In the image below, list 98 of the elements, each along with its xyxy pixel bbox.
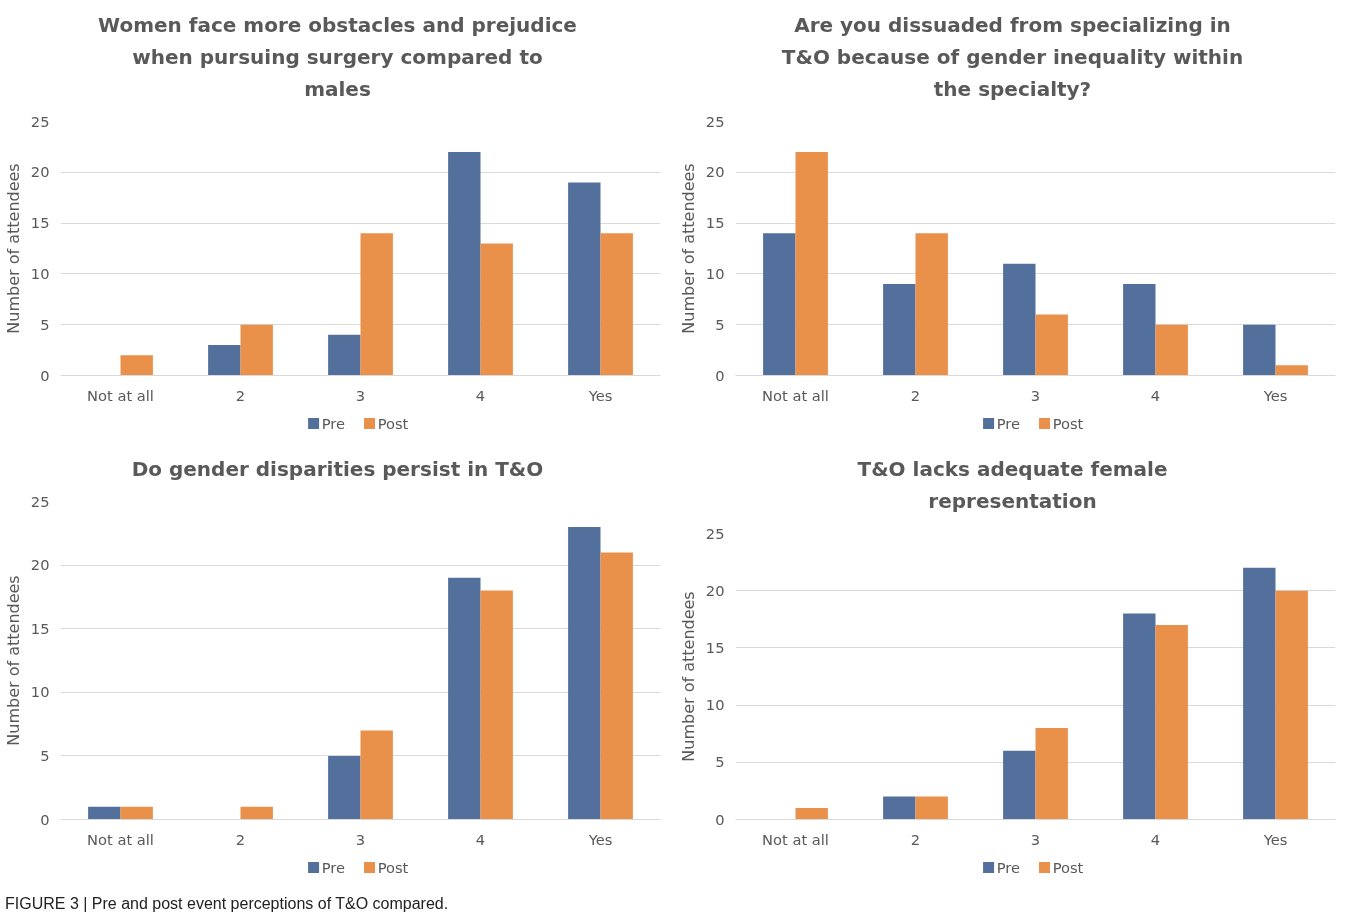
bar	[1003, 263, 1036, 376]
x-tick-label: 4	[475, 386, 486, 404]
y-tick-label: 10	[705, 264, 725, 282]
x-tick-label: 4	[475, 830, 486, 848]
y-tick-label: 0	[715, 810, 725, 828]
x-tick-label: Yes	[587, 386, 613, 404]
x-tick-label: 2	[235, 830, 246, 848]
bar	[360, 730, 393, 820]
bar	[120, 806, 153, 820]
bar	[1155, 625, 1188, 820]
bar	[1243, 567, 1276, 820]
x-tick-label: 3	[1030, 830, 1041, 848]
y-tick-label: 15	[705, 638, 725, 656]
bar	[328, 334, 361, 376]
chart-title: Women face more obstacles and prejudice when pursuing surgery compared to males	[97, 12, 578, 103]
y-tick-label: 20	[705, 163, 725, 181]
x-tick-label: Not at all	[762, 386, 829, 404]
y-tick-label: 0	[40, 810, 50, 828]
legend-label: Post	[1052, 859, 1084, 876]
bar	[240, 806, 273, 820]
y-tick-label: 20	[30, 163, 50, 181]
x-tick-label: Yes	[1262, 386, 1288, 404]
bar	[480, 243, 513, 376]
legend-label: Post	[377, 415, 409, 432]
y-tick-label: 5	[715, 753, 725, 771]
bar	[1123, 613, 1156, 820]
y-axis-title: Number of attendees	[678, 591, 698, 762]
bar	[240, 324, 273, 376]
bar	[915, 796, 948, 820]
bar	[88, 806, 121, 820]
y-tick-label: 20	[705, 581, 725, 599]
x-tick-label: Yes	[587, 830, 613, 848]
x-tick-label: 3	[355, 830, 366, 848]
bar	[883, 284, 916, 376]
y-axis-title: Number of attendees	[678, 163, 698, 334]
y-tick-label: 25	[705, 112, 725, 130]
bar	[763, 233, 796, 376]
bar	[795, 151, 828, 376]
x-tick-label: 4	[1150, 386, 1161, 404]
x-tick-label: Not at all	[762, 830, 829, 848]
legend-label: Pre	[321, 859, 346, 876]
bar	[795, 808, 828, 820]
x-tick-label: 3	[355, 386, 366, 404]
y-tick-label: 5	[40, 315, 50, 333]
y-tick-label: 15	[30, 214, 50, 232]
bar	[328, 755, 361, 820]
chart-title: Do gender disparities persist in T&O	[130, 456, 545, 483]
bar	[1035, 314, 1068, 376]
legend-label: Post	[377, 859, 409, 876]
y-tick-label: 25	[705, 524, 725, 542]
bar	[208, 345, 241, 376]
bar	[883, 796, 916, 820]
bar	[568, 182, 601, 376]
y-tick-label: 25	[30, 112, 50, 130]
bar	[600, 233, 633, 376]
x-tick-label: 3	[1030, 386, 1041, 404]
bar	[915, 233, 948, 376]
x-tick-label: 2	[910, 830, 921, 848]
bar	[600, 552, 633, 820]
chart-title: T&O lacks adequate female representation	[856, 456, 1169, 515]
legend-label: Post	[1052, 415, 1084, 432]
y-axis-title: Number of attendees	[3, 163, 23, 334]
y-tick-label: 10	[30, 264, 50, 282]
y-tick-label: 5	[40, 746, 50, 764]
y-tick-label: 10	[30, 683, 50, 701]
x-tick-label: Not at all	[87, 386, 154, 404]
y-tick-label: 0	[40, 366, 50, 384]
y-axis-title: Number of attendees	[3, 575, 23, 746]
legend-label: Pre	[996, 415, 1021, 432]
y-tick-label: 0	[715, 366, 725, 384]
bar	[448, 151, 481, 376]
bar	[1003, 750, 1036, 820]
bar	[1243, 324, 1276, 376]
x-tick-label: Yes	[1262, 830, 1288, 848]
bar	[1123, 284, 1156, 376]
y-tick-label: 10	[705, 696, 725, 714]
x-tick-label: Not at all	[87, 830, 154, 848]
bar	[480, 590, 513, 820]
x-tick-label: 4	[1150, 830, 1161, 848]
y-tick-label: 25	[30, 492, 50, 510]
bar	[1275, 590, 1308, 820]
bar	[360, 233, 393, 376]
chart-title: Are you dissuaded from specializing in T&O because of gender inequality within the specialty?	[780, 12, 1245, 103]
x-tick-label: 2	[910, 386, 921, 404]
x-tick-label: 2	[235, 386, 246, 404]
bar	[568, 526, 601, 820]
y-tick-label: 5	[715, 315, 725, 333]
legend-label: Pre	[321, 415, 346, 432]
y-tick-label: 15	[30, 619, 50, 637]
bar	[1275, 365, 1308, 376]
caption: FIGURE 3 | Pre and post event perceptions of T&O compared.	[5, 894, 449, 914]
y-tick-label: 20	[30, 556, 50, 574]
bar	[1035, 727, 1068, 820]
bar	[448, 577, 481, 820]
y-tick-label: 15	[705, 214, 725, 232]
legend-label: Pre	[996, 859, 1021, 876]
bar	[120, 355, 153, 376]
bar	[1155, 324, 1188, 376]
